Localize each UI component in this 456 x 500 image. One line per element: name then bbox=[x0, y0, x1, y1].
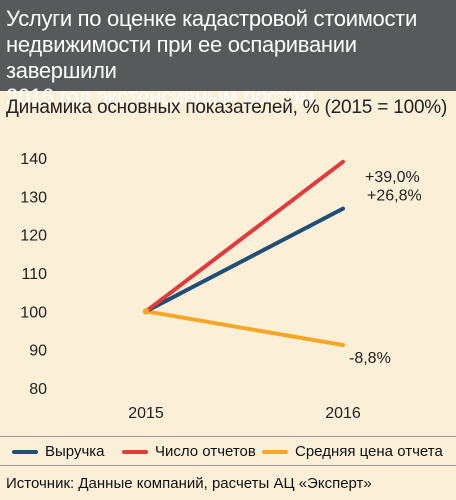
legend-label-revenue: Выручка bbox=[45, 443, 105, 460]
legend-item-price: Средняя цена отчета bbox=[262, 443, 443, 460]
data-label: -8,8% bbox=[349, 350, 391, 367]
legend-swatch-revenue bbox=[12, 449, 38, 454]
y-tick-label: 100 bbox=[20, 304, 47, 321]
legend-swatch-reports bbox=[122, 449, 148, 454]
series-line bbox=[144, 206, 345, 314]
data-label: +39,0% bbox=[365, 169, 420, 186]
origin-point bbox=[142, 308, 150, 315]
data-label: +26,8% bbox=[367, 188, 422, 205]
y-tick-label: 130 bbox=[20, 189, 47, 206]
line-chart: 80 90 100 110 120 130 140 2015 2016 +26,8% +39,0% -… bbox=[20, 151, 422, 422]
y-tick-label: 140 bbox=[20, 151, 47, 168]
legend-item-reports: Число отчетов bbox=[122, 443, 256, 460]
title-line: 2016 год экстенсивным ростом bbox=[6, 84, 315, 109]
legend-swatch-price bbox=[262, 449, 288, 454]
y-tick-label: 80 bbox=[29, 381, 47, 398]
x-tick-label: 2016 bbox=[325, 405, 361, 422]
header-banner: Услуги по оценке кадастровой стоимости н… bbox=[0, 0, 456, 109]
legend: Выручка Число отчетов Средняя цена отчет… bbox=[0, 436, 456, 466]
legend-item-revenue: Выручка bbox=[12, 443, 105, 460]
source-note: Источник: Данные компаний, расчеты АЦ «Э… bbox=[6, 475, 372, 492]
x-tick-label: 2015 bbox=[128, 405, 164, 422]
chart-subtitle: Динамика основных показателей, % (2015 =… bbox=[6, 97, 448, 118]
legend-label-reports: Число отчетов bbox=[155, 443, 256, 460]
y-tick-label: 90 bbox=[29, 343, 47, 360]
title-line: Услуги по оценке кадастровой стоимости bbox=[6, 6, 417, 31]
y-tick-label: 120 bbox=[20, 228, 47, 245]
y-tick-label: 110 bbox=[21, 266, 47, 283]
series-line bbox=[144, 309, 345, 348]
series-line bbox=[144, 159, 345, 314]
title-line: недвижимости при ее оспаривании завершил… bbox=[6, 32, 357, 83]
legend-label-price: Средняя цена отчета bbox=[295, 443, 443, 460]
